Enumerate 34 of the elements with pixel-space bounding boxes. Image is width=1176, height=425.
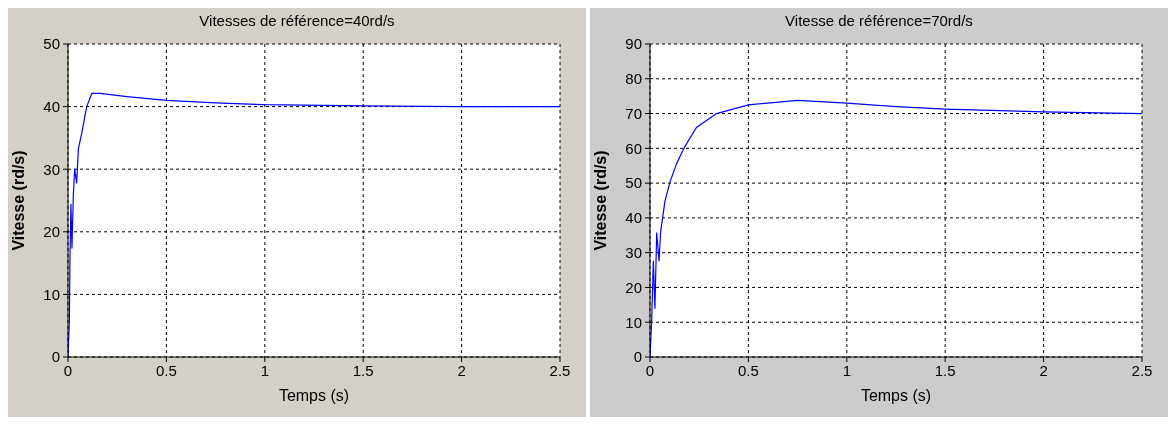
x-tick-label: 1.5 — [352, 361, 374, 379]
y-tick-label: 80 — [625, 70, 642, 88]
x-tick-label: 1 — [260, 361, 269, 379]
y-tick-label: 0 — [51, 348, 60, 366]
y-tick-label: 50 — [625, 174, 642, 192]
x-axis-title: Temps (s) — [860, 387, 932, 404]
y-tick-label: 40 — [625, 209, 642, 227]
x-tick-label: 0.5 — [737, 361, 759, 379]
x-tick-label: 2 — [1039, 361, 1048, 379]
x-tick-label: 1 — [842, 361, 851, 379]
y-tick-label: 0 — [633, 348, 642, 366]
y-tick-label: 10 — [625, 313, 642, 331]
x-axis-title: Temps (s) — [278, 387, 350, 404]
y-tick-label: 90 — [625, 35, 642, 53]
y-tick-label: 20 — [625, 278, 642, 296]
y-tick-label: 30 — [43, 160, 60, 178]
y-tick-label: 20 — [43, 223, 60, 241]
y-tick-label: 30 — [625, 243, 642, 261]
chart-title: Vitesses de référence=40rd/s — [198, 11, 396, 31]
y-tick-label: 70 — [625, 104, 642, 122]
x-tick-label: 0 — [645, 361, 655, 379]
x-tick-label: 2.5 — [549, 361, 571, 379]
x-tick-label: 1.5 — [934, 361, 956, 379]
chart-title: Vitesse de référence=70rd/s — [784, 11, 974, 31]
y-axis-title: Vitesse (rd/s) — [9, 150, 27, 251]
y-tick-label: 60 — [625, 139, 642, 157]
x-tick-label: 2.5 — [1131, 361, 1153, 379]
x-tick-label: 2 — [457, 361, 466, 379]
y-tick-label: 50 — [43, 35, 60, 53]
x-tick-label: 0.5 — [155, 361, 177, 379]
y-axis-title: Vitesse (rd/s) — [591, 150, 609, 251]
x-tick-label: 0 — [63, 361, 73, 379]
y-tick-label: 10 — [43, 285, 60, 303]
y-tick-label: 40 — [43, 97, 60, 115]
